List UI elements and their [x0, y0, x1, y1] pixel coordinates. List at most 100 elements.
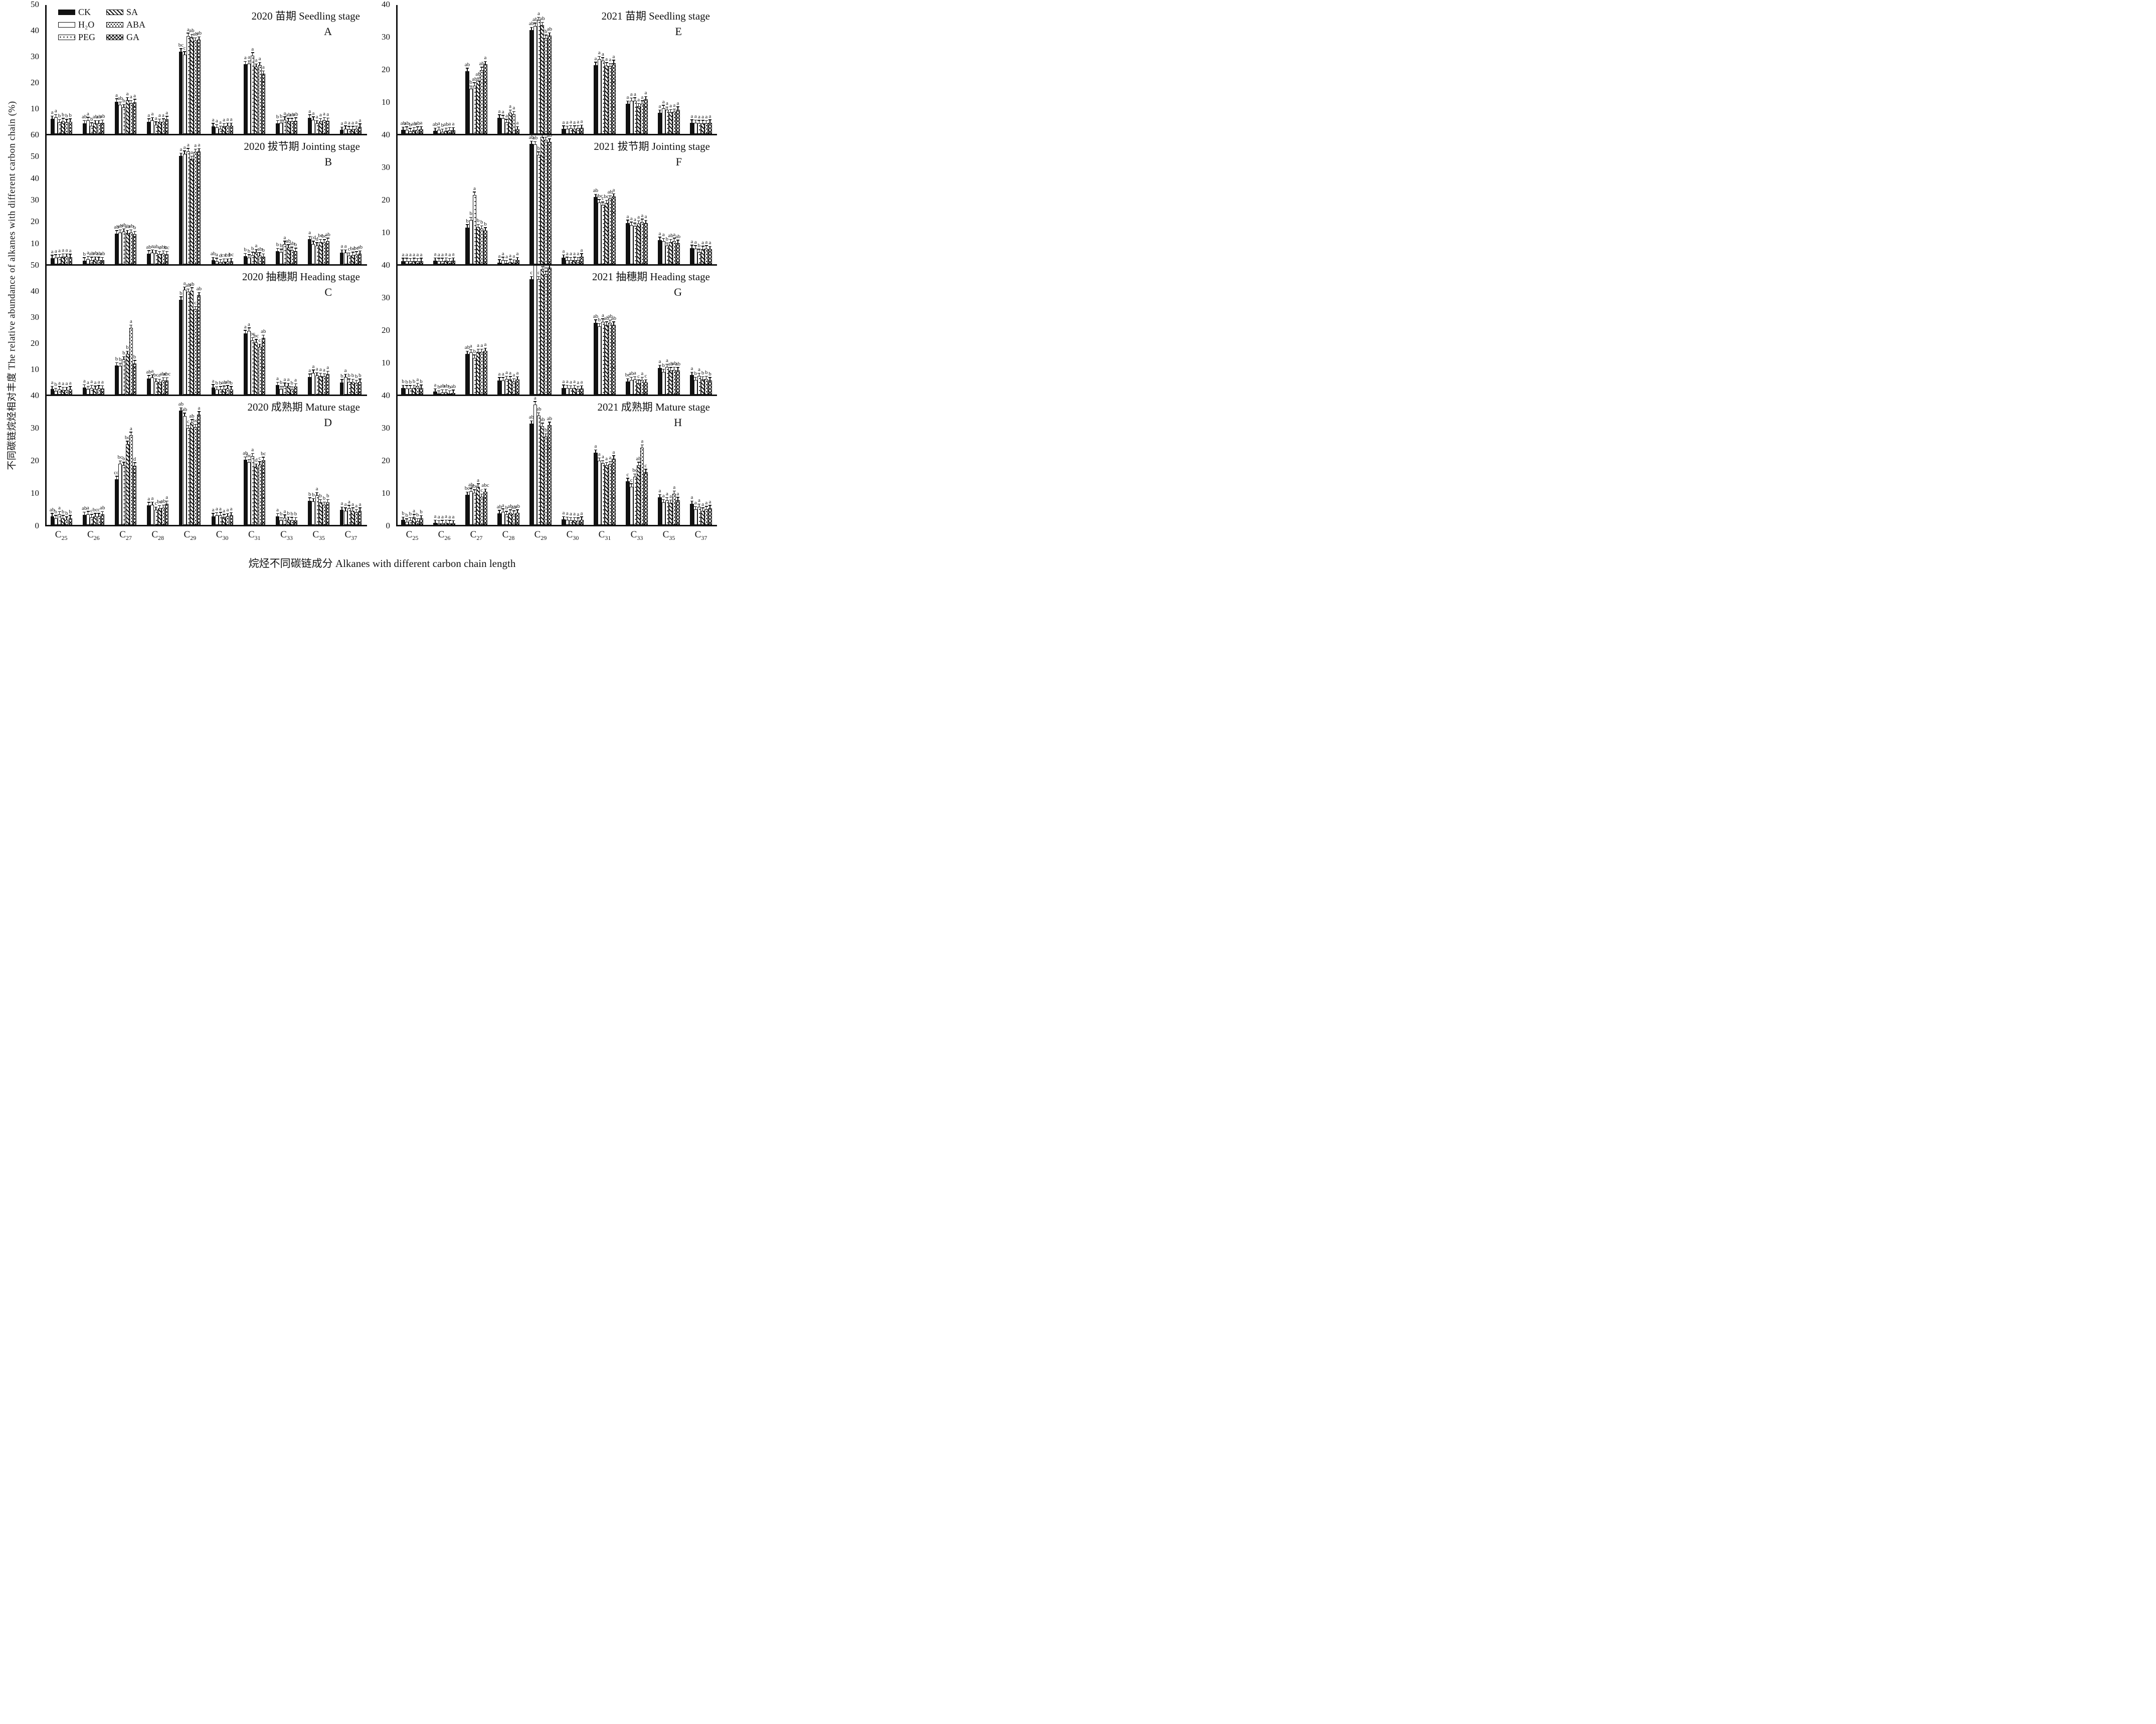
error-bar-cap — [358, 378, 362, 379]
panel-title: 2021 抽穗期 Heading stage — [592, 271, 710, 283]
y-tick-label: 30 — [382, 162, 390, 172]
error-bar-cap — [308, 373, 311, 374]
error-bar-cap — [409, 517, 412, 518]
significance-letter: a — [97, 378, 100, 385]
significance-letter: a — [194, 142, 197, 148]
significance-letter: a — [215, 118, 218, 124]
bar-B-C35-GA — [326, 241, 330, 264]
error-bar — [295, 384, 296, 387]
significance-letter: ab — [117, 95, 123, 101]
bar-B-C26-SA — [93, 260, 97, 264]
significance-letter: b — [279, 511, 283, 517]
bar-E-C25-H₂O — [405, 129, 409, 134]
bar-A-C25-SA — [61, 121, 65, 134]
error-bar-cap — [215, 512, 219, 513]
error-bar — [59, 387, 60, 390]
bar-C-C26-SA — [93, 389, 97, 395]
significance-letter: ab — [450, 383, 456, 390]
bar-A-C29-H₂O — [183, 54, 187, 134]
bar-G-C37-SA — [701, 379, 705, 395]
error-bar — [59, 512, 60, 515]
significance-letter: cd — [221, 252, 227, 259]
significance-letter: ab — [100, 113, 105, 119]
error-bar — [638, 380, 639, 383]
significance-letter: bc — [464, 485, 470, 492]
error-bar — [316, 243, 317, 246]
bar-E-C33-CK — [626, 104, 630, 134]
error-bar — [66, 254, 67, 257]
error-bar-cap — [251, 52, 254, 53]
bar-H-C26-ABA — [448, 523, 452, 525]
bar-A-C31-CK — [243, 64, 247, 134]
y-tick-label: 30 — [31, 52, 39, 61]
bar-B-C26-CK — [82, 260, 86, 264]
bar-C-C28-PEG — [154, 381, 158, 395]
error-bar-cap — [194, 424, 197, 425]
y-tick-label: 20 — [382, 456, 390, 465]
error-bar — [567, 126, 568, 129]
error-bar — [709, 505, 710, 508]
significance-letter: ab — [675, 233, 681, 240]
error-bar — [155, 379, 156, 382]
bar-A-C26-SA — [93, 123, 97, 134]
significance-letter: ab — [285, 111, 291, 118]
significance-letter: cd — [310, 234, 316, 241]
significance-letter: a — [662, 493, 665, 499]
error-bar — [691, 120, 692, 123]
significance-letter: abc — [470, 483, 479, 489]
significance-letter: a — [409, 252, 412, 258]
significance-letter: a — [158, 112, 161, 119]
error-bar — [316, 373, 317, 376]
bar-G-C35-CK — [658, 368, 662, 395]
legend-item: H₂O — [58, 20, 106, 30]
error-bar — [613, 456, 614, 459]
significance-letter: a — [577, 379, 580, 386]
significance-letter: a — [708, 240, 711, 246]
significance-letter: a — [484, 341, 487, 348]
bar-B-C33-H₂O — [279, 252, 283, 264]
bar-H-C26-H₂O — [437, 523, 441, 525]
bar-E-C37-CK — [690, 122, 694, 134]
bar-C-C29-PEG — [186, 291, 190, 395]
error-bar-cap — [133, 462, 136, 463]
bar-B-C29-SA — [190, 159, 194, 264]
bar-F-C27-H₂O — [469, 220, 473, 264]
error-bar-cap — [311, 498, 315, 499]
significance-letter: b — [308, 491, 311, 497]
error-bar-cap — [469, 217, 473, 218]
bar-B-C33-SA — [286, 247, 290, 264]
significance-letter: a — [573, 119, 576, 125]
significance-letter: ab — [432, 121, 438, 128]
bar-F-C33-SA — [637, 224, 641, 264]
bar-A-C37-H₂O — [343, 128, 347, 134]
significance-letter: ab — [443, 383, 449, 390]
bar-C-C28-H₂O — [150, 377, 154, 395]
panel-F: aaaaaaaaaaaabbabbbaaaaaaababbaababaaaaaa… — [396, 135, 717, 266]
significance-letter: a — [452, 251, 455, 257]
error-bar — [574, 386, 575, 389]
bar-E-C27-CK — [465, 71, 469, 134]
bar-A-C28-GA — [165, 119, 169, 134]
error-bar-cap — [315, 492, 319, 493]
error-bar — [702, 120, 703, 123]
bar-D-C28-PEG — [154, 510, 158, 525]
bar-F-C29-PEG — [536, 154, 541, 264]
significance-letter: c — [347, 246, 350, 253]
bar-F-C31-H₂O — [597, 202, 601, 264]
bar-E-C26-CK — [433, 131, 437, 134]
error-bar-cap — [86, 386, 90, 387]
significance-letter: bc — [117, 454, 123, 460]
bar-A-C33-ABA — [290, 121, 294, 134]
error-bar-cap — [319, 499, 322, 500]
error-bar-cap — [484, 227, 487, 228]
bar-D-C25-ABA — [65, 519, 69, 525]
significance-letter: b — [469, 79, 472, 86]
significance-letter: b — [340, 372, 343, 379]
significance-letter: a — [697, 113, 700, 120]
significance-letter: b — [537, 145, 541, 151]
significance-letter: b — [665, 236, 669, 243]
bar-D-C30-PEG — [218, 515, 223, 525]
error-bar-cap — [115, 362, 118, 363]
significance-letter: ab — [464, 344, 470, 351]
error-bar — [627, 220, 628, 223]
